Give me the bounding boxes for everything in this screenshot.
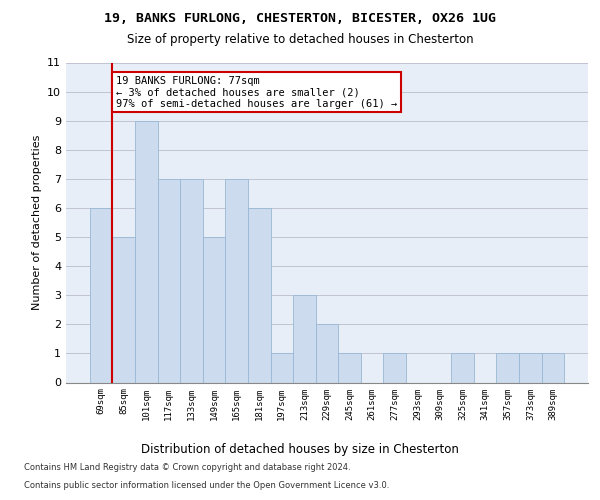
- Bar: [248, 208, 271, 382]
- Text: 19, BANKS FURLONG, CHESTERTON, BICESTER, OX26 1UG: 19, BANKS FURLONG, CHESTERTON, BICESTER,…: [104, 12, 496, 26]
- Bar: [112, 237, 135, 382]
- Bar: [226, 179, 248, 382]
- Text: Size of property relative to detached houses in Chesterton: Size of property relative to detached ho…: [127, 32, 473, 46]
- Text: Contains public sector information licensed under the Open Government Licence v3: Contains public sector information licen…: [24, 481, 389, 490]
- Bar: [338, 354, 361, 382]
- Bar: [293, 295, 316, 382]
- Bar: [519, 354, 542, 382]
- Text: 19 BANKS FURLONG: 77sqm
← 3% of detached houses are smaller (2)
97% of semi-deta: 19 BANKS FURLONG: 77sqm ← 3% of detached…: [116, 76, 397, 109]
- Bar: [158, 179, 180, 382]
- Bar: [542, 354, 564, 382]
- Bar: [316, 324, 338, 382]
- Bar: [180, 179, 203, 382]
- Text: Distribution of detached houses by size in Chesterton: Distribution of detached houses by size …: [141, 442, 459, 456]
- Bar: [90, 208, 112, 382]
- Bar: [451, 354, 474, 382]
- Bar: [271, 354, 293, 382]
- Y-axis label: Number of detached properties: Number of detached properties: [32, 135, 41, 310]
- Bar: [203, 237, 226, 382]
- Bar: [496, 354, 519, 382]
- Bar: [135, 120, 158, 382]
- Text: Contains HM Land Registry data © Crown copyright and database right 2024.: Contains HM Land Registry data © Crown c…: [24, 464, 350, 472]
- Bar: [383, 354, 406, 382]
